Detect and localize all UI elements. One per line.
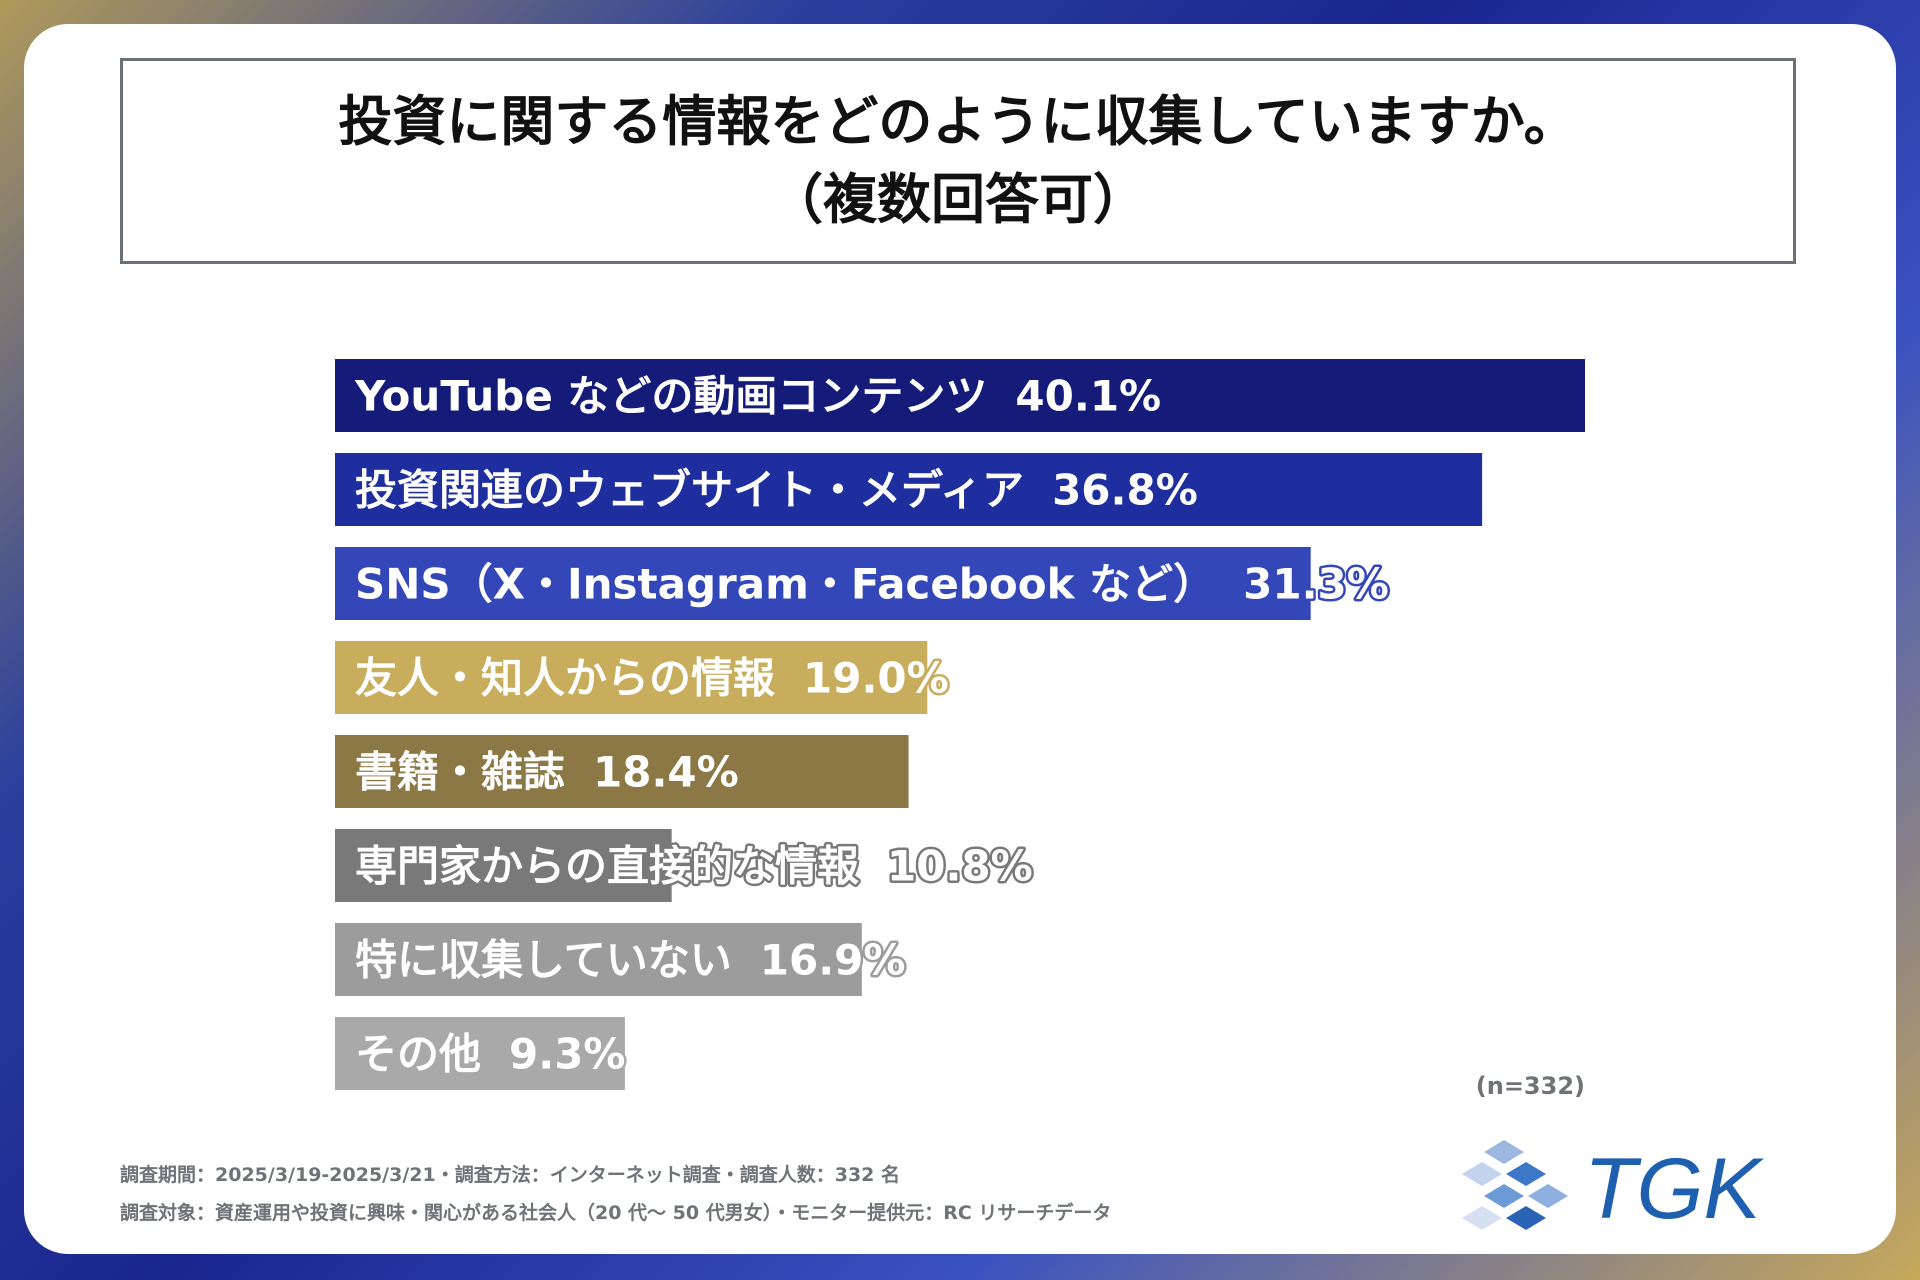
survey-period-note: 調査期間：2025/3/19-2025/3/21・調査方法：インターネット調査・… [120,1164,901,1186]
bar-4 [335,641,928,714]
value-label: 36.8% [1052,466,1198,515]
category-label: 書籍・雑誌 [355,748,565,797]
value-label: 40.1% [1015,372,1161,421]
value-label: 10.8% [887,842,1033,891]
sample-size-note: (n=332) [1476,1072,1585,1100]
chart-title: 投資に関する情報をどのように収集していますか。 [338,90,1578,153]
bar-label-6: 専門家からの直接的な情報 10.8% [355,842,1033,891]
bar-label-2: 投資関連のウェブサイト・メディア 36.8% [355,466,1198,515]
bar-8 [335,1017,625,1090]
category-label: 投資関連のウェブサイト・メディア [355,466,1024,515]
bar-7 [335,923,862,996]
cube-logo-icon [1462,1140,1568,1230]
category-label: 専門家からの直接的な情報 [355,842,859,891]
bar-label-1: YouTube などの動画コンテンツ 40.1% [354,372,1161,421]
bar-label-7: 特に収集していない 16.9% [355,936,905,985]
value-label: 18.4% [593,748,739,797]
value-label: 9.3% [509,1030,625,1079]
bar-2 [335,453,1483,526]
chart-card: 投資に関する情報をどのように収集していますか。 （複数回答可） YouTube … [24,24,1896,1254]
survey-target-note: 調査対象：資産運用や投資に興味・関心がある社会人（20 代〜 50 代男女）・モ… [120,1202,1112,1224]
bar-label-8: その他 9.3% [355,1030,626,1079]
value-label: 16.9% [760,936,906,985]
category-label: その他 [355,1030,481,1079]
bar-label-4: 友人・知人からの情報 19.0% [355,654,949,703]
bar-3 [335,547,1311,620]
category-label: 特に収集していない [355,936,732,985]
value-label: 31.3% [1243,560,1389,609]
title-box: 投資に関する情報をどのように収集していますか。 （複数回答可） [120,58,1796,264]
bar-chart: YouTube などの動画コンテンツ 40.1% 投資関連のウェブサイト・メディア 3… [335,359,1585,1100]
bar-label-3: SNS（X・Instagram・Facebook など） 31.3% [355,560,1389,609]
tgk-logo: TGK [1462,1140,1764,1237]
category-label: SNS（X・Instagram・Facebook など） [355,560,1215,609]
bar-5 [335,735,909,808]
logo-text: TGK [1584,1141,1764,1237]
category-label: YouTube などの動画コンテンツ [354,372,987,421]
value-label: 19.0% [803,654,949,703]
category-label: 友人・知人からの情報 [355,654,775,703]
bar-label-5: 書籍・雑誌 18.4% [355,748,739,797]
chart-subtitle: （複数回答可） [769,168,1147,231]
bar-1 [335,359,1585,432]
bar-6 [335,829,672,902]
